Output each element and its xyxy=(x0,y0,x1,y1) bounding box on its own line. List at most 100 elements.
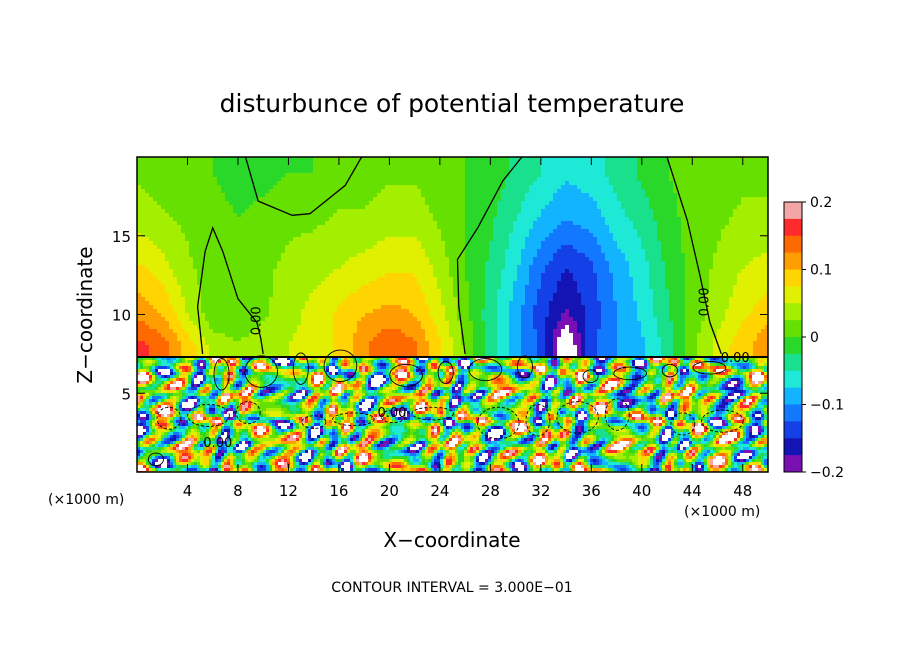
heat-cell-upper xyxy=(209,277,214,282)
heat-cell-upper xyxy=(513,261,518,266)
heat-cell-upper xyxy=(505,169,510,174)
heat-cell-upper xyxy=(261,197,266,202)
heat-cell-upper xyxy=(181,269,186,274)
heat-cell-upper xyxy=(501,213,506,218)
heat-cell-upper xyxy=(637,277,642,282)
heat-cell-upper xyxy=(653,201,658,206)
heat-cell-upper xyxy=(313,217,318,222)
heat-cell-upper xyxy=(641,221,646,226)
heat-cell-upper xyxy=(253,185,258,190)
heat-cell-upper xyxy=(229,169,234,174)
heat-cell-upper xyxy=(505,265,510,270)
heat-cell-upper xyxy=(621,165,626,170)
heat-cell-upper xyxy=(401,161,406,166)
heat-cell-upper xyxy=(245,257,250,262)
heat-cell-upper xyxy=(745,249,750,254)
heat-cell-upper xyxy=(369,169,374,174)
heat-cell-upper xyxy=(721,173,726,178)
heat-cell-upper xyxy=(481,181,486,186)
heat-cell-upper xyxy=(377,237,382,242)
heat-cell-upper xyxy=(241,165,246,170)
heat-cell-upper xyxy=(257,261,262,266)
heat-cell-upper xyxy=(289,181,294,186)
heat-cell-upper xyxy=(733,157,738,162)
heat-cell-upper xyxy=(217,257,222,262)
heat-cell-upper xyxy=(457,161,462,166)
heat-cell-upper xyxy=(605,225,610,230)
heat-cell-upper xyxy=(689,177,694,182)
heat-cell-upper xyxy=(413,205,418,210)
heat-cell-upper xyxy=(653,277,658,282)
heat-cell-upper xyxy=(625,169,630,174)
heat-cell-upper xyxy=(689,249,694,254)
heat-cell-upper xyxy=(421,205,426,210)
heat-cell-upper xyxy=(389,265,394,270)
heat-cell-upper xyxy=(137,253,142,258)
heat-cell-upper xyxy=(337,193,342,198)
heat-cell-upper xyxy=(761,177,766,182)
heat-cell-upper xyxy=(261,281,266,286)
heat-cell-upper xyxy=(393,173,398,178)
heat-cell-upper xyxy=(705,157,710,162)
heat-cell-upper xyxy=(237,273,242,278)
heat-cell-upper xyxy=(553,197,558,202)
heat-cell-upper xyxy=(717,241,722,246)
heat-cell-upper xyxy=(453,169,458,174)
heat-cell-upper xyxy=(705,229,710,234)
heat-cell-upper xyxy=(217,209,222,214)
heat-cell-upper xyxy=(357,201,362,206)
heat-cell-upper xyxy=(653,257,658,262)
heat-cell-upper xyxy=(545,161,550,166)
heat-cell-upper xyxy=(725,245,730,250)
heat-cell-upper xyxy=(197,209,202,214)
heat-cell-upper xyxy=(381,229,386,234)
heat-cell-upper xyxy=(525,201,530,206)
heat-cell-upper xyxy=(541,213,546,218)
heat-cell-upper xyxy=(681,201,686,206)
heat-cell-upper xyxy=(421,217,426,222)
heat-cell-upper xyxy=(269,265,274,270)
heat-cell-upper xyxy=(253,281,258,286)
heat-cell-upper xyxy=(521,229,526,234)
heat-cell-upper xyxy=(429,233,434,238)
heat-cell-upper xyxy=(357,173,362,178)
heat-cell-upper xyxy=(549,249,554,254)
heat-cell-upper xyxy=(421,245,426,250)
heat-cell-upper xyxy=(761,241,766,246)
heat-cell-upper xyxy=(365,173,370,178)
heat-cell-upper xyxy=(273,253,278,258)
heat-cell-upper xyxy=(541,257,546,262)
heat-cell-upper xyxy=(385,201,390,206)
heat-cell-upper xyxy=(533,173,538,178)
heat-cell-upper xyxy=(689,269,694,274)
heat-cell-upper xyxy=(393,265,398,270)
heat-cell-upper xyxy=(545,173,550,178)
heat-cell-upper xyxy=(629,277,634,282)
heat-cell-upper xyxy=(645,185,650,190)
heat-cell-upper xyxy=(165,177,170,182)
heat-cell-upper xyxy=(269,181,274,186)
heat-cell-upper xyxy=(529,201,534,206)
heat-cell-upper xyxy=(225,249,230,254)
heat-cell-upper xyxy=(757,245,762,250)
heat-cell-upper xyxy=(581,209,586,214)
heat-cell-upper xyxy=(161,245,166,250)
heat-cell-upper xyxy=(613,241,618,246)
heat-cell-upper xyxy=(357,189,362,194)
heat-cell-upper xyxy=(629,213,634,218)
heat-cell-upper xyxy=(433,193,438,198)
heat-cell-upper xyxy=(665,217,670,222)
heat-cell-upper xyxy=(693,245,698,250)
heat-cell-upper xyxy=(353,277,358,282)
heat-cell-upper xyxy=(685,241,690,246)
heat-cell-upper xyxy=(421,221,426,226)
heat-cell-upper xyxy=(609,265,614,270)
heat-cell-upper xyxy=(177,157,182,162)
heat-cell-upper xyxy=(233,161,238,166)
heat-cell-upper xyxy=(277,249,282,254)
heat-cell-upper xyxy=(213,217,218,222)
heat-cell-upper xyxy=(385,277,390,282)
heat-cell-upper xyxy=(289,265,294,270)
heat-cell-upper xyxy=(617,245,622,250)
heat-cell-upper xyxy=(713,221,718,226)
